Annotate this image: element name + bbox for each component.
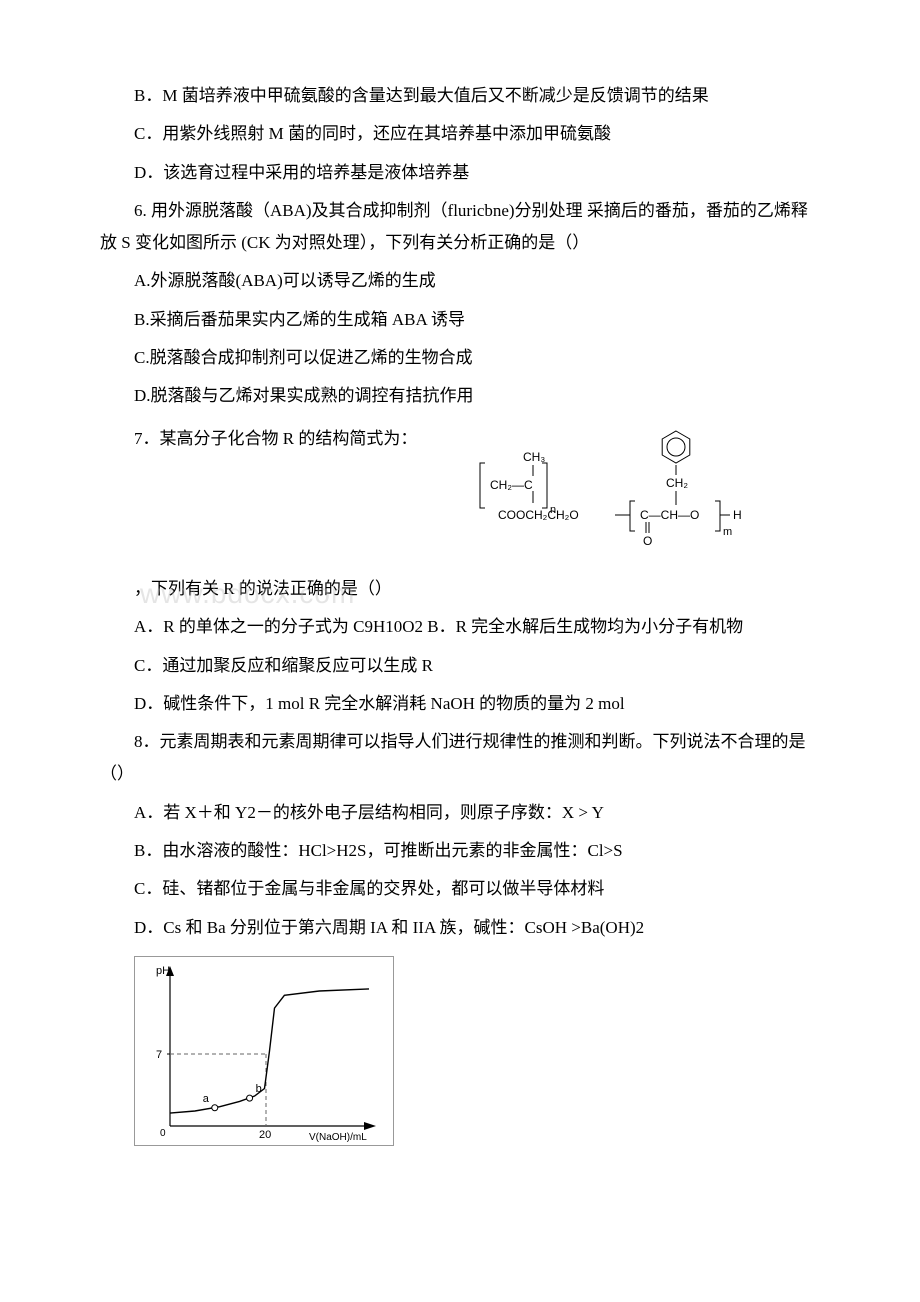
q6-option-c: C.脱落酸合成抑制剂可以促进乙烯的生物合成 <box>100 342 820 374</box>
q5-option-c: C．用紫外线照射 M 菌的同时，还应在其培养基中添加甲硫氨酸 <box>100 118 820 150</box>
ch2-label: CH₂ <box>666 476 688 490</box>
q8-option-d: D．Cs 和 Ba 分别位于第六周期 IA 和 IIA 族，碱性：CsOH >B… <box>100 912 820 944</box>
q6-option-d: D.脱落酸与乙烯对果实成熟的调控有拮抗作用 <box>100 380 820 412</box>
q5-option-b: B．M 菌培养液中甲硫氨酸的含量达到最大值后又不断减少是反馈调节的结果 <box>100 80 820 112</box>
q8-option-a: A．若 X＋和 Y2－的核外电子层结构相同，则原子序数：X > Y <box>100 797 820 829</box>
q6-stem: 6. 用外源脱落酸（ABA)及其合成抑制剂（fluricbne)分别处理 采摘后… <box>100 195 820 260</box>
marker-a-label: a <box>203 1093 210 1105</box>
x-tick-label: 20 <box>259 1129 271 1141</box>
q8-option-c: C．硅、锗都位于金属与非金属的交界处，都可以做半导体材料 <box>100 873 820 905</box>
q7-option-d: D．碱性条件下，1 mol R 完全水解消耗 NaOH 的物质的量为 2 mol <box>100 688 820 720</box>
q8-option-b: B．由水溶液的酸性：HCl>H2S，可推断出元素的非金属性：Cl>S <box>100 835 820 867</box>
titration-figure: pH 0 7 20 V(NaOH)/mL a b <box>134 956 820 1157</box>
terminal-h: H <box>733 508 742 522</box>
q6-option-b: B.采摘后番茄果实内乙烯的生成箱 ABA 诱导 <box>100 304 820 336</box>
q7-option-c: C．通过加聚反应和缩聚反应可以生成 R <box>100 650 820 682</box>
q7-stem-post: ，下列有关 R 的说法正确的是（） <box>100 573 820 605</box>
subscript-m: m <box>723 526 732 538</box>
o-double: O <box>643 534 652 548</box>
q7-stem-pre: 7．某高分子化合物 R 的结构简式为： <box>100 423 820 455</box>
q7-stem-pre-text: 7．某高分子化合物 R 的结构简式为： <box>134 429 417 448</box>
x-axis-label: V(NaOH)/mL <box>309 1132 367 1143</box>
left-ch2: CH₂—C <box>490 478 533 492</box>
y-axis-label: pH <box>156 965 170 977</box>
marker-b-label: b <box>256 1083 262 1095</box>
q7-block: CH₂—C CH₃ n COOCH₂CH₂O C—CH—O O <box>100 423 820 569</box>
q6-option-a: A.外源脱落酸(ABA)可以诱导乙烯的生成 <box>100 265 820 297</box>
right-repeat: C—CH—O <box>640 508 699 522</box>
q5-option-d: D．该选育过程中采用的培养基是液体培养基 <box>100 157 820 189</box>
q7-option-a-b: A．R 的单体之一的分子式为 C9H10O2 B．R 完全水解后生成物均为小分子… <box>100 611 820 643</box>
titration-chart-svg: pH 0 7 20 V(NaOH)/mL a b <box>134 956 394 1146</box>
q8-stem: 8．元素周期表和元素周期律可以指导人们进行规律性的推测和判断。下列说法不合理的是… <box>100 726 820 791</box>
y-tick-label: 7 <box>156 1049 162 1061</box>
origin-label: 0 <box>160 1128 166 1139</box>
ester-chain: COOCH₂CH₂O <box>498 508 579 522</box>
